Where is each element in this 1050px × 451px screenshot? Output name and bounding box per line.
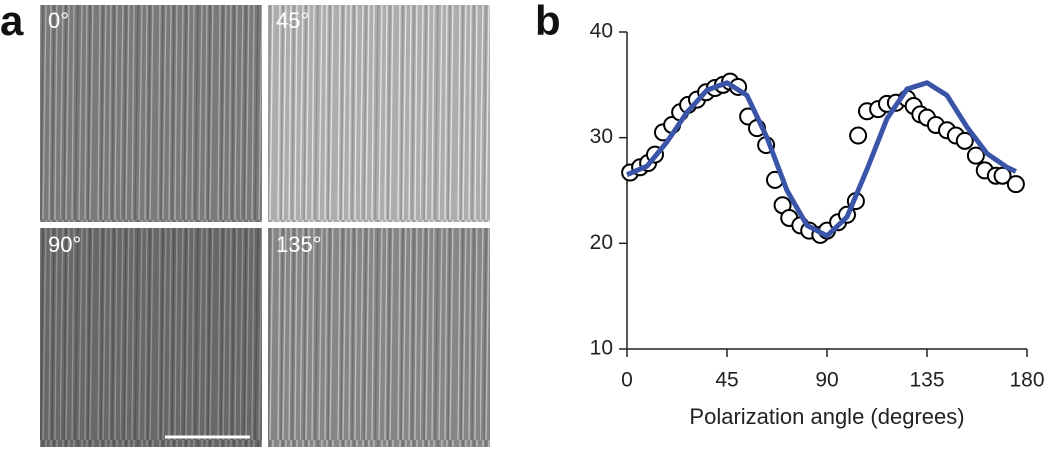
image-label: 90°	[48, 232, 81, 257]
data-point	[849, 126, 868, 145]
image	[40, 228, 262, 447]
x-tick-label: 0	[621, 369, 633, 392]
panel-label: a	[0, 0, 24, 44]
image	[40, 5, 262, 222]
data-point	[1006, 175, 1025, 194]
image	[268, 5, 490, 222]
fit-line	[626, 80, 1017, 239]
image-label: 0°	[48, 8, 69, 33]
y-tick-label: 10	[590, 337, 613, 360]
x-axis-label: Polarization angle (degrees)	[689, 404, 964, 429]
x-tick-label: 180	[1009, 369, 1044, 392]
panel-label: b	[535, 0, 561, 44]
data-point	[955, 131, 974, 150]
x-tick-label: 45	[715, 369, 738, 392]
image-label: 45°	[276, 8, 309, 33]
x-tick-label: 135	[909, 369, 944, 392]
y-tick-label: 30	[590, 125, 613, 148]
y-tick-label: 40	[590, 20, 613, 43]
x-tick-label: 90	[815, 369, 838, 392]
data-point	[966, 146, 985, 165]
image	[268, 228, 490, 447]
y-tick-label: 20	[590, 231, 613, 254]
data-point	[993, 166, 1012, 185]
image-label: 135°	[276, 232, 322, 257]
micrographs: 0° 45° 90° 135°	[40, 5, 490, 447]
